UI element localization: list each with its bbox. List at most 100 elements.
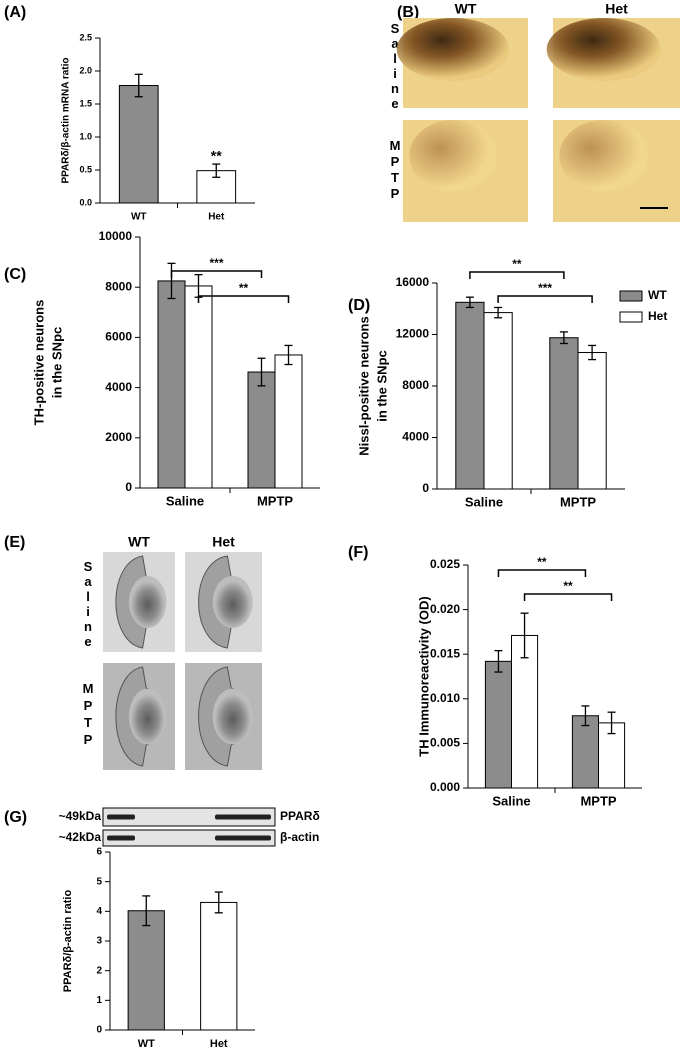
y-tick-label: 6000 [105,330,132,344]
error-bar [212,163,221,178]
panel-label: (A) [4,4,26,21]
micrograph-stain [546,18,661,81]
error-bar [134,73,143,98]
y-tick-label: 4000 [105,380,132,394]
legend-swatch [619,290,643,302]
error-bar [588,344,597,361]
y-tick-label: 6 [96,847,102,858]
error-bar [494,306,503,319]
y-tick-label: 2 [96,965,102,976]
error-bar [520,612,529,659]
y-tick-label: 0 [125,480,132,494]
error-bar [581,705,590,727]
y-axis-label: PPARδ/β-actin ratio [62,890,74,993]
y-tick-label: 0.015 [430,646,460,660]
significance-bracket [523,593,613,601]
column-label: WT [128,534,150,550]
micrograph-stain [559,120,649,192]
y-tick-label: 1.0 [79,131,92,141]
y-tick-label: 1 [96,995,102,1006]
x-tick-label: Saline [166,493,204,508]
legend-swatch [619,311,643,323]
x-tick-label: MPTP [560,494,596,509]
significance-label: ** [537,555,547,569]
bar [274,354,303,489]
y-tick-label: 0.5 [79,164,92,174]
error-bar [142,895,151,927]
x-tick-label: MPTP [257,493,293,508]
striatum [128,688,167,745]
panel-label: (G) [4,809,27,826]
striatum [212,576,253,628]
y-tick-label: 1.5 [79,98,92,108]
panel-label: (B) [397,4,419,21]
y-tick-label: 3 [96,936,102,947]
micrograph-stain [409,120,497,192]
panel-label: (C) [4,266,26,283]
blot-size-label: ~42kDa [59,830,102,844]
micrograph-stain [396,18,510,81]
y-tick-label: 4 [96,906,102,917]
error-bar [167,262,176,300]
x-tick-label: Saline [465,494,503,509]
bar [184,285,213,489]
significance-bracket [497,295,593,303]
legend-label: Het [648,309,667,323]
panel-label: (D) [348,297,370,314]
blot-band [215,814,271,820]
bar [157,280,186,489]
y-tick-label: 10000 [99,229,133,243]
y-tick-label: 8000 [105,279,132,293]
column-label: WT [455,1,477,17]
legend-label: WT [648,288,667,302]
x-tick-label: MPTP [580,793,616,808]
bar [511,634,539,789]
bar [455,301,485,490]
blot-protein-label: PPARδ [280,809,320,823]
blot-protein-label: β-actin [280,830,319,844]
bar [127,910,165,1031]
y-axis-label: in the SNpc [374,350,389,422]
y-tick-label: 0.0 [79,197,92,207]
column-label: Het [212,534,235,550]
significance-label: ** [239,281,249,295]
striatum [212,688,253,745]
panel-label: (E) [4,534,25,551]
significance-label: ** [211,148,222,164]
y-axis-label: in the SNpc [49,327,64,399]
bar [247,371,276,489]
bar [483,312,513,490]
y-tick-label: 0 [96,1025,102,1036]
error-bar [284,344,293,366]
error-bar [607,711,616,735]
significance-label: ** [563,579,573,593]
blot-strip [102,807,276,827]
significance-bracket [497,569,587,577]
y-axis-label: Nissl-positive neurons [356,316,371,455]
blot-band [107,814,135,820]
blot-strip [102,829,276,847]
y-axis-label: PPARδ/β-actin mRNA ratio [61,57,72,183]
significance-bracket [170,270,263,278]
y-axis-label: TH Immunoreactivity (OD) [416,596,431,756]
bar [200,901,238,1031]
y-tick-label: 2.5 [79,32,92,42]
y-tick-label: 0.005 [430,736,460,750]
blot-band [107,835,135,841]
significance-label: *** [538,281,552,295]
column-label: Het [605,1,628,17]
bar [577,352,607,490]
x-tick-label: Het [210,1038,228,1050]
y-tick-label: 16000 [396,275,430,289]
error-bar [494,649,503,673]
y-axis-label: TH-positive neurons [31,300,46,426]
significance-bracket [469,271,565,279]
panel-label: (F) [348,544,368,561]
significance-label: *** [209,256,223,270]
x-tick-label: WT [131,212,147,223]
error-bar [257,357,266,387]
